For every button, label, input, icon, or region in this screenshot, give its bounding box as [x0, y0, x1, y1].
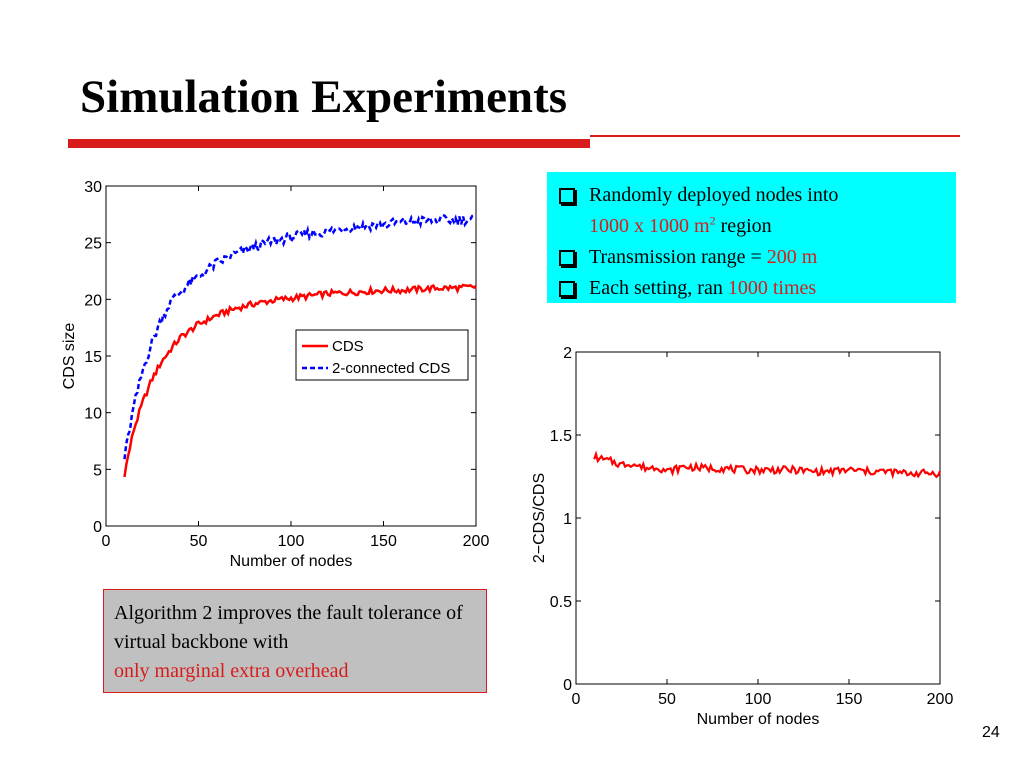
page-number: 24	[982, 724, 1000, 741]
y-axis-label: 2−CDS/CDS	[531, 473, 548, 563]
x-tick-label: 150	[370, 533, 397, 550]
title-underline-thin	[590, 135, 960, 137]
checkbox-bullet-icon	[559, 250, 575, 266]
bullet-item-2: Transmission range = 200 m	[557, 242, 948, 273]
x-tick-label: 200	[463, 533, 490, 550]
checkbox-bullet-icon	[559, 188, 575, 204]
bullet-item-1: Randomly deployed nodes into 1000 x 1000 …	[557, 180, 948, 242]
y-tick-label: 1	[563, 511, 572, 528]
conclusion-note: Algorithm 2 improves the fault tolerance…	[103, 589, 487, 693]
checkbox-bullet-icon	[559, 281, 575, 297]
cds-size-chart: 0 50 100 150 200 0 5 10 15 20 25 30 Number of nodes C…	[61, 179, 490, 570]
x-tick-label: 200	[927, 691, 954, 708]
ratio-series-line	[593, 450, 942, 480]
x-tick-label: 150	[836, 691, 863, 708]
legend-box	[295, 329, 469, 381]
y-tick-label: 1.5	[550, 428, 572, 445]
x-tick-label: 0	[572, 691, 581, 708]
legend-label: CDS	[332, 338, 364, 355]
y-axis-label: CDS size	[61, 323, 78, 390]
y-tick-label: 5	[93, 462, 102, 479]
x-tick-label: 50	[190, 533, 208, 550]
y-tick-label: 0	[563, 677, 572, 694]
x-axis-label: Number of nodes	[230, 553, 353, 570]
chart-legend: CDS 2-connected CDS	[295, 329, 469, 381]
y-tick-label: 2	[563, 345, 572, 362]
x-tick-label: 100	[278, 533, 305, 550]
legend-label: 2-connected CDS	[332, 360, 450, 377]
y-tick-label: 15	[84, 349, 102, 366]
bullet-item-3-text: Each setting, ran 1000 times	[589, 277, 817, 299]
x-tick-label: 0	[102, 533, 111, 550]
note-highlight: only marginal extra overhead	[114, 660, 349, 682]
y-tick-label: 25	[84, 236, 102, 253]
x-axis-label: Number of nodes	[697, 711, 820, 728]
slide-title: Simulation Experiments	[80, 71, 568, 123]
2-connected-cds-series-line	[123, 213, 477, 460]
y-tick-label: 30	[84, 179, 102, 196]
cds-series-line	[123, 283, 477, 478]
x-tick-label: 50	[658, 691, 676, 708]
ratio-chart: 0 50 100 150 200 0 0.5 1 1.5 2 Number of nodes 2−CD…	[531, 345, 954, 728]
y-tick-label: 0.5	[550, 594, 572, 611]
title-underline-thick	[68, 139, 590, 148]
bullet-list: Randomly deployed nodes into 1000 x 1000 …	[547, 172, 956, 303]
note-text: Algorithm 2 improves the fault tolerance…	[114, 602, 463, 653]
x-tick-label: 100	[745, 691, 772, 708]
y-tick-label: 10	[84, 406, 102, 423]
y-tick-label: 0	[93, 519, 102, 536]
bullet-item-1-text: Randomly deployed nodes into 1000 x 1000 …	[589, 184, 839, 237]
y-tick-label: 20	[84, 292, 102, 309]
plot-frame	[575, 351, 941, 685]
bullet-item-2-text: Transmission range = 200 m	[589, 246, 818, 268]
bullet-item-3: Each setting, ran 1000 times	[557, 273, 948, 304]
